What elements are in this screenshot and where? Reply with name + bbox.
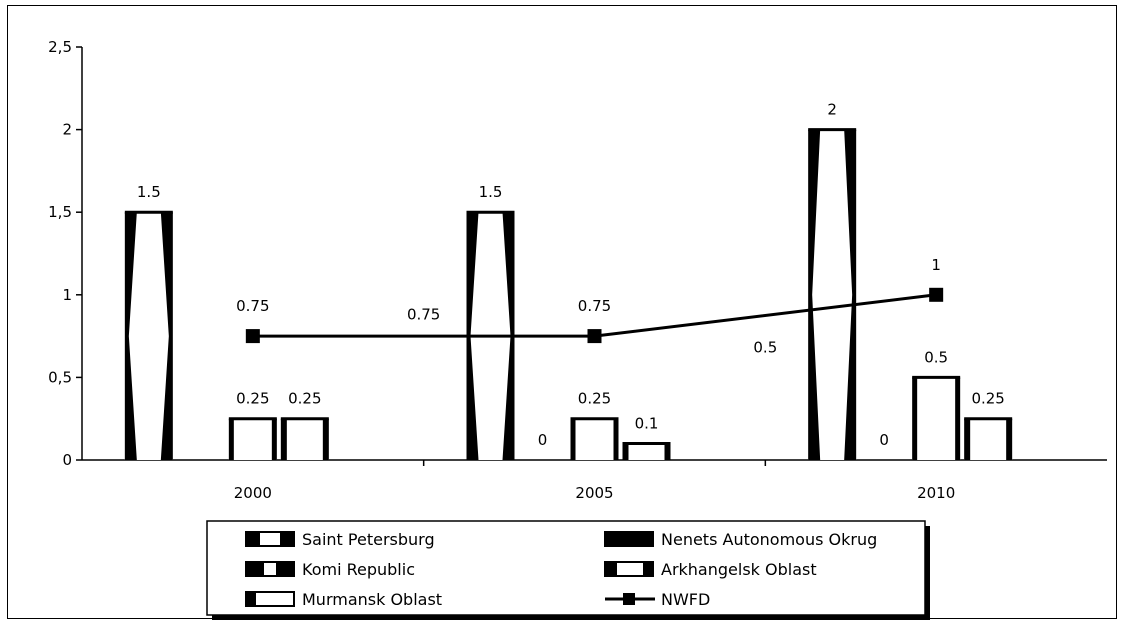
- swatch-left: [246, 562, 264, 576]
- legend-marker-swatch: [623, 593, 635, 605]
- bar: [808, 128, 857, 460]
- legend-item: NWFD: [605, 590, 710, 609]
- bar: [912, 375, 961, 460]
- bar-fill: [912, 377, 961, 460]
- legend-swatch: [245, 591, 295, 607]
- swatch-left: [246, 532, 260, 546]
- bar-data-label: 0.25: [578, 390, 611, 408]
- bar-edge-left: [622, 443, 629, 460]
- swatch-left: [605, 562, 617, 576]
- bar-edge-right: [502, 212, 515, 460]
- bar-edge-right: [1006, 418, 1013, 460]
- bar-fill: [570, 418, 619, 460]
- bar-edge-right: [664, 443, 671, 460]
- bar-edge-right: [613, 418, 619, 460]
- legend-item: Saint Petersburg: [245, 530, 435, 549]
- nwfd-marker: [587, 329, 602, 344]
- extra-data-label: 0.5: [753, 339, 777, 357]
- y-tick-label: 0: [62, 451, 72, 469]
- legend-label: Nenets Autonomous Okrug: [661, 530, 877, 549]
- bar-data-label: 0.5: [924, 348, 948, 366]
- legend-swatch: [245, 531, 295, 547]
- swatch-fill: [605, 532, 653, 546]
- bar-data-label: 0: [538, 431, 548, 449]
- bar-edge-right: [322, 418, 329, 460]
- bar-data-label: 0: [879, 431, 889, 449]
- bar-edge-right: [844, 129, 857, 460]
- legend: Saint Petersburg Nenets Autonomous Okrug K…: [206, 520, 930, 620]
- bar: [280, 417, 329, 460]
- bar-data-label: 0.25: [236, 390, 269, 408]
- bar-data-label: 1.5: [137, 183, 161, 201]
- legend-item: Komi Republic: [245, 560, 415, 579]
- swatch-left: [246, 592, 256, 606]
- bar-data-label: 0.1: [635, 414, 659, 432]
- bar: [124, 210, 173, 460]
- bar-edge-left: [466, 212, 479, 460]
- bar-data-label: 0.25: [971, 390, 1004, 408]
- bar-fill: [964, 418, 1013, 460]
- nwfd-data-label: 0.75: [578, 297, 611, 315]
- nwfd-line: [245, 287, 944, 344]
- bar-edge-right: [271, 418, 277, 460]
- bar-edge-left: [912, 377, 918, 460]
- swatch-right: [276, 562, 294, 576]
- legend-item: Nenets Autonomous Okrug: [604, 530, 877, 549]
- legend-label: NWFD: [661, 590, 710, 609]
- nwfd-marker: [245, 329, 260, 344]
- bar: [622, 441, 671, 460]
- swatch-right: [643, 562, 653, 576]
- legend-item: Arkhangelsk Oblast: [604, 560, 817, 579]
- bar-edge-left: [228, 418, 234, 460]
- legend-label: Arkhangelsk Oblast: [661, 560, 817, 579]
- x-tick-label: 2005: [575, 484, 613, 502]
- swatch-right: [280, 532, 294, 546]
- y-tick-label: 2: [62, 121, 72, 139]
- legend-box: [206, 520, 926, 616]
- bar-edge-left: [570, 418, 576, 460]
- data-labels: 1.5 0.25 0.25 1.5 0 0.25 0.1 2 0 0.5 0.25 0.75 0.75 1…: [137, 101, 1005, 449]
- legend-label: Komi Republic: [302, 560, 415, 579]
- bar-fill: [622, 443, 671, 460]
- bar-edge-left: [280, 418, 287, 460]
- nwfd-data-label: 1: [931, 256, 941, 274]
- bars: [124, 128, 1013, 460]
- legend-swatch: [604, 561, 654, 577]
- bar: [228, 417, 277, 460]
- nwfd-data-label: 0.75: [236, 297, 269, 315]
- chart-frame: [7, 5, 1117, 619]
- bar-edge-left: [964, 418, 971, 460]
- bar-edge-right: [955, 377, 961, 460]
- y-tick-label: 1,5: [48, 203, 72, 221]
- x-tick-label: 2010: [917, 484, 955, 502]
- legend-swatch: [604, 531, 654, 547]
- legend-label: Murmansk Oblast: [302, 590, 442, 609]
- y-tick-label: 2,5: [48, 38, 72, 56]
- nwfd-marker: [929, 287, 944, 302]
- y-tick-label: 0,5: [48, 368, 72, 386]
- bar-data-label: 0.25: [288, 390, 321, 408]
- bar-edge-left: [124, 212, 137, 460]
- bar-fill: [280, 418, 329, 460]
- legend-item: Murmansk Oblast: [245, 590, 442, 609]
- bar: [964, 417, 1013, 460]
- bar: [570, 417, 619, 460]
- bar-data-label: 1.5: [479, 183, 503, 201]
- bar-edge-left: [808, 129, 821, 460]
- y-tick-label: 1: [62, 286, 72, 304]
- legend-swatch: [245, 561, 295, 577]
- extra-data-label: 0.75: [407, 306, 440, 324]
- x-tick-label: 2000: [234, 484, 272, 502]
- bar-data-label: 2: [827, 101, 837, 119]
- bar-fill: [228, 418, 277, 460]
- legend-label: Saint Petersburg: [302, 530, 435, 549]
- bar-edge-right: [160, 212, 173, 460]
